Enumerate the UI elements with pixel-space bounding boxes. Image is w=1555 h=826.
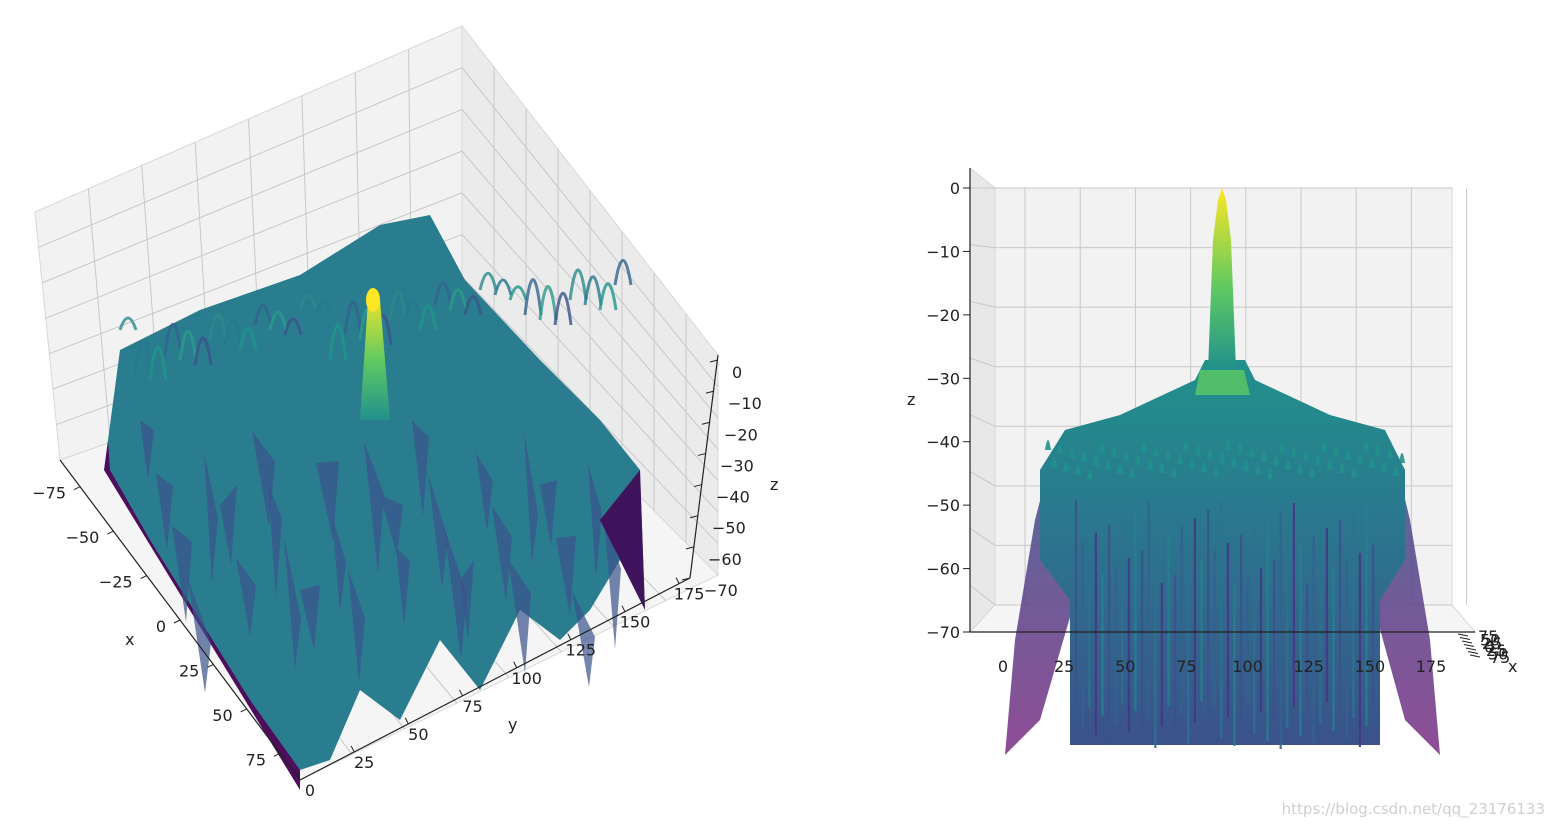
y-tick-label: 175 [1416, 657, 1447, 676]
z-axis-label: z [907, 390, 915, 409]
x-tick-label: −75 [32, 484, 66, 503]
watermark: https://blog.csdn.net/qq_23176133 [1281, 800, 1545, 818]
x-tick-label: −25 [99, 573, 133, 592]
side-view-surface-plot: 0−10−20−30−40−50−60−70 0 25 50 75 100 125 150 1… [907, 166, 1517, 755]
x-tick-label: 50 [212, 706, 232, 725]
y-tick-label: 75 [1176, 657, 1196, 676]
y-tick-label: 75 [462, 697, 482, 716]
y-tick-label: 100 [1232, 657, 1263, 676]
z-tick-labels: 0 −10 −20 −30 −40 −50 −60 −70 [926, 179, 970, 642]
z-tick-label: −40 [926, 433, 960, 452]
x-tick-label: 50 [1488, 645, 1508, 664]
x-tick-label: 75 [1490, 648, 1510, 667]
side-pane [969, 166, 996, 634]
x-tick-label: 50 [1480, 631, 1500, 650]
y-axis-label: y [508, 715, 517, 734]
surface-body [104, 215, 645, 790]
z-tick-label: −70 [926, 623, 960, 642]
z-tick-label: −50 [926, 496, 960, 515]
x-tick-label: −50 [66, 528, 100, 547]
x-tick-label: 0 [1484, 638, 1494, 657]
y-tick-labels: 0 25 50 75 100 125 150 175 [296, 577, 705, 800]
y-tick-label: 50 [1115, 657, 1135, 676]
x-tick-label: 25 [179, 661, 199, 680]
x-tick-label: 0 [156, 617, 166, 636]
x-axis-label: x [1508, 657, 1517, 676]
y-tick-label: 0 [998, 657, 1008, 676]
y-tick-label: 150 [620, 613, 651, 632]
z-tick-label: −20 [724, 425, 758, 444]
z-tick-label: −70 [704, 581, 738, 600]
x-tick-labels: −75 −50 −25 0 25 50 75 [32, 484, 281, 769]
z-tick-label: −10 [728, 394, 762, 413]
z-tick-label: −30 [720, 456, 754, 475]
y-tick-label: 175 [674, 585, 705, 604]
z-tick-label: −20 [926, 306, 960, 325]
y-tick-label: 125 [566, 641, 597, 660]
z-axis-label: z [770, 475, 778, 494]
z-tick-label: −60 [926, 560, 960, 579]
oblique-surface-plot: −75 −50 −25 0 25 50 75 0 25 50 75 100 125 150 175 0 −1… [32, 24, 778, 800]
x-tick-label: 75 [246, 750, 266, 769]
y-tick-label: 150 [1355, 657, 1386, 676]
z-tick-label: −10 [926, 242, 960, 261]
x-tick-label: 75 [1478, 627, 1498, 646]
z-tick-label: −40 [716, 488, 750, 507]
z-tick-label: −50 [712, 519, 746, 538]
z-tick-label: −60 [708, 550, 742, 569]
y-tick-label: 25 [1054, 657, 1074, 676]
y-tick-label: 50 [408, 725, 428, 744]
x-tick-label: 25 [1486, 641, 1506, 660]
x-axis-label: x [125, 630, 134, 649]
z-tick-labels: 0 −10 −20 −30 −40 −50 −60 −70 [681, 359, 762, 600]
y-tick-label: 125 [1293, 657, 1324, 676]
y-tick-label: 0 [305, 781, 315, 800]
z-tick-label: 0 [732, 363, 742, 382]
surface-body [1005, 188, 1440, 755]
x-tick-label: 25 [1482, 634, 1502, 653]
y-tick-label: 25 [354, 753, 374, 772]
z-tick-label: −30 [926, 369, 960, 388]
z-tick-label: 0 [950, 179, 960, 198]
z-axis-line [689, 354, 719, 579]
y-tick-labels: 0 25 50 75 100 125 150 175 [998, 657, 1446, 676]
y-tick-label: 100 [511, 669, 542, 688]
